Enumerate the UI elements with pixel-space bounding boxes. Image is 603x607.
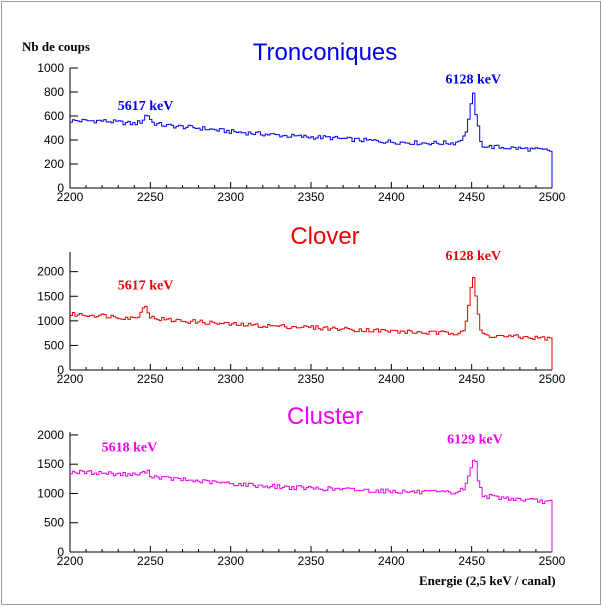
cluster-x-tick-label: 2400 [378,554,405,568]
cluster-x-tick-label: 2200 [57,554,84,568]
cluster-peak-label-2: 6129 keV [447,433,503,448]
clover-y-tick-label: 500 [44,338,64,352]
cluster-x-tick-label: 2500 [539,554,566,568]
tronconiques-y-tick-label: 600 [44,109,64,123]
clover-x-tick-label: 2500 [539,372,566,386]
clover-x-tick-label: 2200 [57,372,84,386]
cluster-y-tick-label: 2000 [37,428,64,442]
clover-x-tick-label: 2300 [217,372,244,386]
cluster-x-tick-label: 2450 [458,554,485,568]
tronconiques-x-tick-label: 2300 [217,190,244,204]
clover-x-tick-label: 2450 [458,372,485,386]
x-axis-label: Energie (2,5 keV / canal) [419,573,556,588]
tronconiques-x-tick-label: 2200 [57,190,84,204]
tronconiques-y-tick-label: 1000 [37,61,64,75]
y-axis-label: Nb de coups [22,39,90,54]
clover-y-tick-label: 0 [57,363,64,377]
tronconiques-peak-label-1: 5617 keV [118,99,174,114]
tronconiques-y-tick-label: 400 [44,133,64,147]
tronconiques-title: Tronconiques [253,39,398,66]
tronconiques-spectrum-line [70,92,553,188]
cluster-x-tick-label: 2300 [217,554,244,568]
tronconiques-x-tick-label: 2450 [458,190,485,204]
cluster-y-tick-label: 1000 [37,486,64,500]
tronconiques-peak-label-2: 6128 keV [445,73,501,88]
clover-x-tick-label: 2400 [378,372,405,386]
tronconiques-x-tick-label: 2350 [298,190,325,204]
tronconiques-x-tick-label: 2250 [137,190,164,204]
cluster-spectrum-line [70,459,553,552]
clover-x-tick-label: 2250 [137,372,164,386]
clover-peak-label-1: 5617 keV [118,278,174,293]
cluster-y-tick-label: 1500 [37,457,64,471]
tronconiques-x-tick-label: 2400 [378,190,405,204]
tronconiques-y-tick-label: 800 [44,85,64,99]
cluster-peak-label-1: 5618 keV [102,440,158,455]
cluster-x-tick-label: 2350 [298,554,325,568]
clover-peak-label-2: 6128 keV [445,249,501,264]
tronconiques-x-tick-label: 2500 [539,190,566,204]
clover-title: Clover [290,223,359,250]
cluster-y-tick-label: 500 [44,516,64,530]
tronconiques-y-tick-label: 0 [57,181,64,195]
tronconiques-y-tick-label: 200 [44,157,64,171]
clover-spectrum-line [70,277,553,370]
cluster-y-tick-label: 0 [57,545,64,559]
clover-x-tick-label: 2350 [298,372,325,386]
cluster-x-tick-label: 2250 [137,554,164,568]
clover-y-tick-label: 2000 [37,265,64,279]
clover-y-tick-label: 1000 [37,314,64,328]
cluster-title: Cluster [287,403,363,430]
clover-y-tick-label: 1500 [37,289,64,303]
